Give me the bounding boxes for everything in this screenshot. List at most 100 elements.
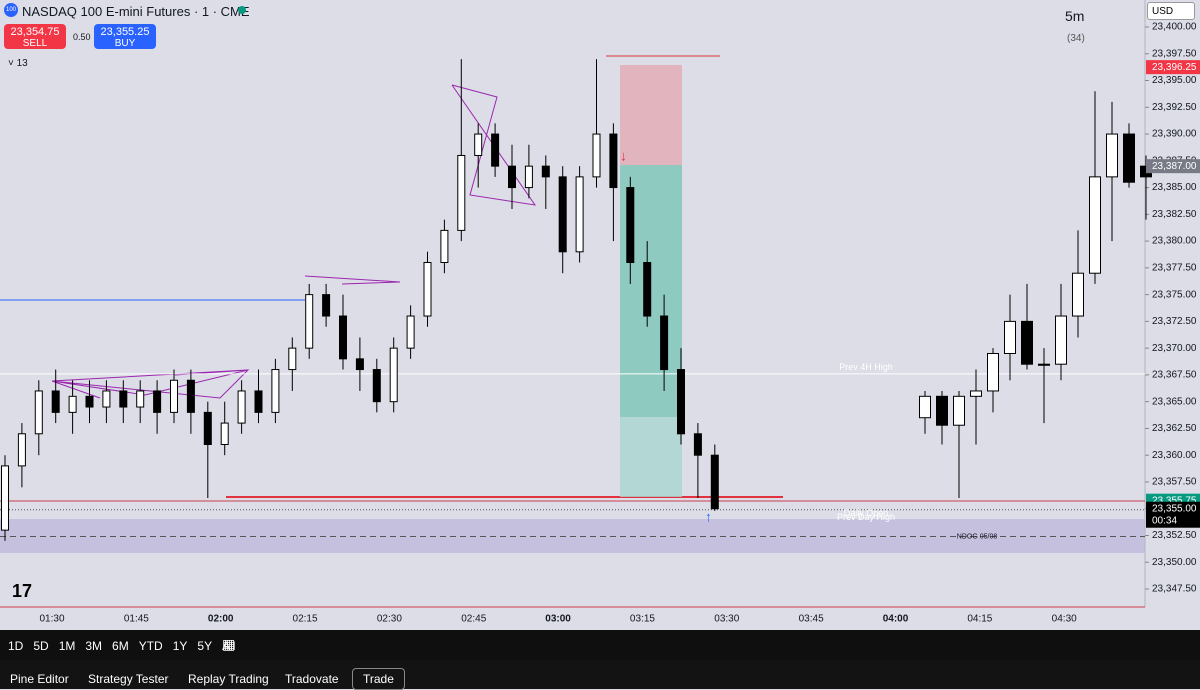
price-label: 23,395.00 — [1152, 75, 1197, 86]
ranges: 1D 5D 1M 3M 6M YTD 1Y 5Y All — [8, 639, 235, 653]
candle-body — [1021, 320, 1033, 365]
indicators-toggle[interactable]: ˅ 13 — [8, 58, 28, 69]
range-button[interactable]: 1D — [8, 639, 24, 653]
price-label: 23,390.00 — [1152, 129, 1197, 140]
tab[interactable]: Strategy Tester — [88, 672, 169, 686]
candle-body — [677, 369, 685, 435]
price-label: 23,385.00 — [1152, 182, 1197, 193]
range-button[interactable]: All — [222, 639, 236, 653]
candle-body — [85, 395, 94, 408]
risk-box — [620, 65, 682, 165]
countdown: 00:34 — [1152, 515, 1177, 526]
candle-body — [491, 133, 500, 167]
buy-price: 23,355.25 — [100, 26, 150, 38]
range-button[interactable]: 3M — [85, 639, 103, 653]
candle-body — [643, 262, 652, 317]
level-label: NDOG 05/08 — [957, 533, 998, 540]
candle-body — [1004, 320, 1016, 354]
price-label: 23,380.00 — [1152, 236, 1197, 247]
range-button[interactable]: 6M — [112, 639, 129, 653]
candle-body — [1072, 272, 1084, 317]
range-button[interactable]: 5Y — [197, 639, 213, 653]
candle-body — [254, 390, 263, 413]
price-label: 23,382.50 — [1152, 209, 1197, 220]
price-label: 23,392.50 — [1152, 102, 1197, 113]
price-label: 23,372.50 — [1152, 316, 1197, 327]
symbol[interactable]: NASDAQ 100 E-mini Futures · 1 · CME — [22, 4, 250, 19]
buy-label: BUY — [114, 38, 136, 49]
time-label: 02:15 — [293, 614, 318, 625]
candle-body — [660, 315, 669, 371]
price-label: 23,400.00 — [1152, 22, 1197, 33]
candle-body — [237, 390, 246, 424]
candle-body — [136, 390, 145, 408]
time-label: 03:15 — [630, 614, 655, 625]
price-label: 23,357.50 — [1152, 477, 1197, 488]
time-label: 02:30 — [377, 614, 402, 625]
price-badge-label: 23,355.75 — [1152, 495, 1197, 506]
bottom-tabs: Pine Editor Strategy Tester Replay Trading… — [0, 660, 1200, 690]
tab[interactable]: Replay Trading — [188, 672, 269, 686]
candle-body — [524, 165, 533, 189]
time-label: 03:00 — [545, 614, 571, 625]
drawing — [451, 84, 537, 206]
date-range-icon[interactable]: ▦ — [222, 636, 236, 652]
candle-body — [609, 133, 618, 189]
bar-count: (34) — [1067, 33, 1085, 44]
price-label: 23,370.00 — [1152, 343, 1197, 354]
zone — [0, 519, 1145, 553]
price-label: 23,365.00 — [1152, 396, 1197, 407]
candle-body — [339, 315, 347, 360]
candle-body — [68, 395, 77, 413]
candle-body — [34, 390, 43, 435]
candle-body — [919, 395, 931, 419]
range-button[interactable]: 1Y — [172, 639, 188, 653]
candle-body — [17, 433, 26, 467]
candle-body — [953, 395, 965, 426]
level-label: Prev Day High — [837, 512, 895, 522]
sell-price: 23,354.75 — [10, 26, 60, 38]
candle-body — [170, 379, 178, 413]
range-button[interactable]: YTD — [138, 639, 163, 653]
price-label: 23,377.50 — [1152, 262, 1197, 273]
candle-body — [372, 369, 381, 403]
price-badge-label: 23,396.25 — [1152, 62, 1197, 73]
candle-body — [1089, 176, 1101, 274]
price-badge — [1146, 60, 1200, 75]
candle-body — [558, 176, 567, 253]
candle-body — [322, 294, 331, 317]
candle-body — [1055, 315, 1067, 365]
symbol-icon: 100 — [4, 3, 18, 17]
candle-body — [457, 154, 466, 231]
candle-body — [153, 390, 162, 413]
candle-body — [423, 262, 432, 317]
currency-select[interactable]: USD — [1147, 2, 1195, 20]
price-label: 23,350.00 — [1152, 557, 1197, 568]
chart: ↓ ↑ 17 23,400.00 23,397.50 23,395.00 23,392… — [0, 0, 1200, 625]
price-label: 23,352.50 — [1152, 530, 1197, 541]
tab[interactable]: Tradovate — [285, 672, 339, 686]
candle-body — [440, 229, 449, 264]
candle-body — [1038, 363, 1050, 366]
level-label: Prev 4H High — [839, 362, 893, 372]
range-button[interactable]: 1M — [58, 639, 76, 653]
arrow-icon: ↓ — [620, 148, 627, 164]
range-button[interactable]: 5D — [33, 639, 49, 653]
time-label: 04:15 — [967, 614, 992, 625]
sell-button[interactable]: 23,354.75 SELL — [4, 24, 66, 49]
candle-body — [305, 294, 314, 349]
candle-body — [693, 433, 702, 456]
spread: 0.50 — [73, 32, 91, 42]
candle-body — [355, 358, 364, 371]
candle-body — [1, 465, 9, 531]
candle-body — [1106, 133, 1118, 178]
tab[interactable]: Trade — [352, 668, 405, 690]
tab[interactable]: Pine Editor — [10, 672, 69, 686]
buy-button[interactable]: 23,355.25 BUY — [94, 24, 156, 49]
price-badge-label: 23,355.00 — [1152, 503, 1197, 514]
candle-body — [970, 390, 982, 397]
candle-body — [1123, 133, 1135, 183]
sell-label: SELL — [22, 38, 48, 49]
price-label: 23,367.50 — [1152, 370, 1197, 381]
